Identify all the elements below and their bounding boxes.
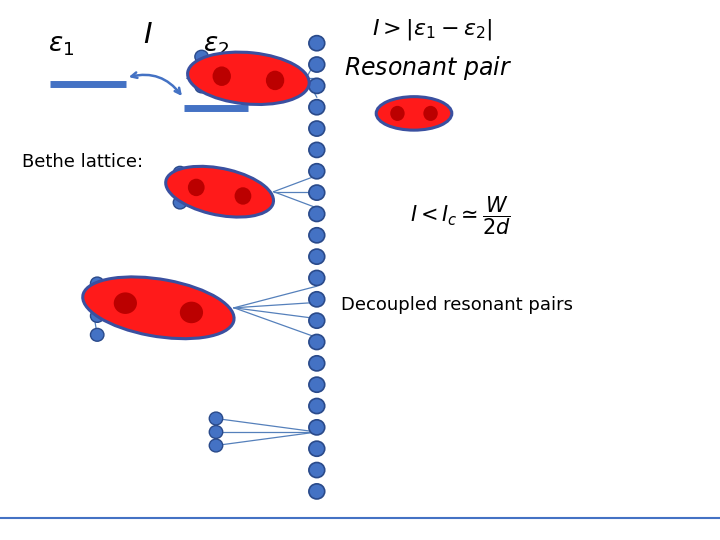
Ellipse shape: [309, 462, 325, 477]
Ellipse shape: [309, 313, 325, 328]
Text: Decoupled resonant pairs: Decoupled resonant pairs: [341, 296, 573, 314]
Ellipse shape: [309, 292, 325, 307]
Text: $\epsilon_1$: $\epsilon_1$: [48, 33, 74, 58]
Ellipse shape: [309, 441, 325, 456]
Ellipse shape: [210, 426, 222, 438]
Ellipse shape: [166, 166, 274, 217]
Ellipse shape: [309, 206, 325, 221]
Ellipse shape: [91, 328, 104, 341]
Text: $I < I_c \simeq \dfrac{W}{2d}$: $I < I_c \simeq \dfrac{W}{2d}$: [410, 195, 511, 237]
Ellipse shape: [210, 412, 222, 425]
Ellipse shape: [309, 164, 325, 179]
Ellipse shape: [188, 52, 309, 105]
Text: Bethe lattice:: Bethe lattice:: [22, 153, 143, 171]
Ellipse shape: [180, 302, 203, 323]
Ellipse shape: [174, 180, 186, 193]
Ellipse shape: [309, 334, 325, 349]
Ellipse shape: [91, 309, 104, 322]
Ellipse shape: [91, 293, 104, 306]
Ellipse shape: [309, 228, 325, 243]
Ellipse shape: [174, 196, 186, 209]
Text: $\mathit{Resonant\ pair}$: $\mathit{Resonant\ pair}$: [344, 53, 513, 82]
Ellipse shape: [309, 143, 325, 158]
Text: $\epsilon_2$: $\epsilon_2$: [203, 33, 229, 58]
Ellipse shape: [309, 356, 325, 371]
Ellipse shape: [309, 36, 325, 51]
Ellipse shape: [309, 399, 325, 414]
Ellipse shape: [210, 439, 222, 452]
Ellipse shape: [376, 97, 452, 130]
Ellipse shape: [188, 179, 204, 196]
Ellipse shape: [309, 100, 325, 115]
Ellipse shape: [309, 57, 325, 72]
Ellipse shape: [266, 71, 284, 90]
Ellipse shape: [309, 185, 325, 200]
Ellipse shape: [309, 271, 325, 286]
Text: $I > |\epsilon_1 - \epsilon_2|$: $I > |\epsilon_1 - \epsilon_2|$: [372, 17, 492, 42]
Ellipse shape: [309, 484, 325, 499]
Ellipse shape: [309, 78, 325, 93]
Ellipse shape: [309, 249, 325, 264]
Text: $I$: $I$: [143, 21, 153, 49]
Ellipse shape: [91, 277, 104, 290]
Ellipse shape: [212, 66, 231, 86]
Ellipse shape: [114, 292, 137, 314]
Ellipse shape: [83, 277, 234, 339]
Ellipse shape: [195, 50, 208, 63]
Ellipse shape: [309, 377, 325, 392]
Ellipse shape: [390, 106, 405, 121]
Ellipse shape: [309, 420, 325, 435]
Ellipse shape: [235, 187, 251, 205]
Ellipse shape: [195, 66, 208, 79]
Ellipse shape: [423, 106, 438, 121]
Ellipse shape: [309, 121, 325, 136]
Ellipse shape: [195, 80, 208, 93]
Ellipse shape: [174, 166, 186, 179]
